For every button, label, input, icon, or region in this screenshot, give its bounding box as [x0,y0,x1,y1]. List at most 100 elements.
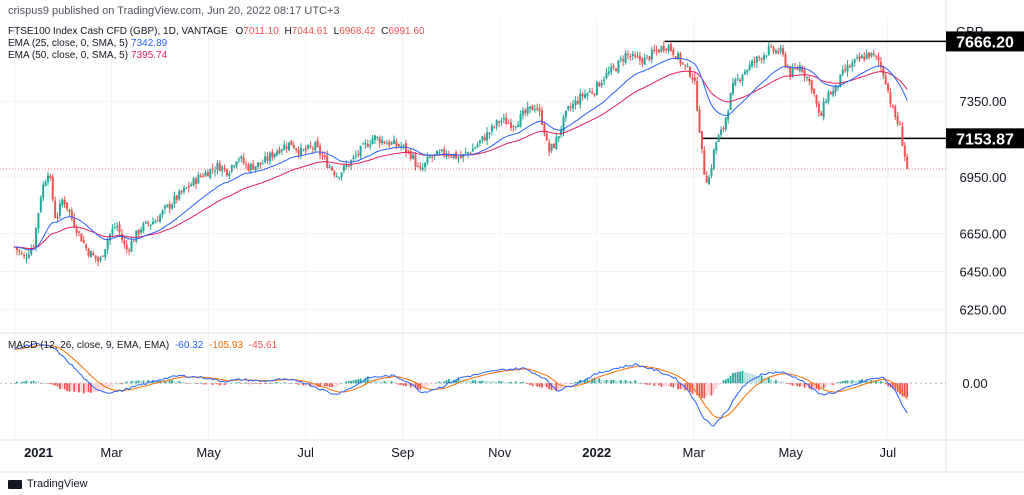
candle-body [311,147,314,149]
candle-body [419,166,422,169]
candle-body [159,214,162,223]
macd-histogram-bar [641,382,644,384]
candle-body [400,146,403,148]
macd-histogram-bar [321,383,324,386]
candle-body [393,139,396,144]
candle-body [185,187,188,189]
candle-body [669,43,672,51]
macd-histogram-bar [400,383,403,386]
candle-body [85,244,88,249]
macd-histogram-bar [479,380,481,384]
candle-body [113,227,116,229]
macd-histogram-bar [214,383,216,384]
macd-histogram-bar [352,380,355,384]
candle-body [555,137,558,150]
macd-histogram-bar [233,382,236,384]
macd-histogram-bar [522,381,524,384]
macd-histogram-bar [333,383,336,387]
candle-body [607,71,610,74]
macd-histogram-bar [741,370,744,384]
candle-body [462,154,465,158]
macd-histogram-bar [366,377,369,384]
candle-body [183,187,186,192]
candle-body [626,53,629,55]
candle-body [774,50,777,54]
macd-histogram-bar [407,383,410,386]
candle-body [531,105,534,111]
macd-histogram-bar [758,376,761,384]
macd-histogram-bar [73,383,76,392]
candle-body [261,163,264,165]
macd-histogram-bar [211,383,214,385]
macd-histogram-bar [784,382,787,384]
macd-histogram-bar [192,382,195,384]
macd-histogram-bar [295,383,298,384]
macd-histogram-bar [865,379,868,384]
candle-body [273,153,276,158]
level-label-box [946,128,1024,149]
macd-histogram-bar [650,383,653,384]
macd-histogram-bar [424,383,426,388]
open-value: 7011.10 [243,26,279,37]
candle-body [595,81,598,95]
macd-histogram-bar [35,381,37,384]
macd-histogram-bar [672,383,675,388]
price-tick-label: 6650.00 [960,227,1007,242]
candle-body [641,58,644,64]
candle-body [760,58,763,60]
macd-histogram-bar [765,378,768,384]
macd-histogram-bar [44,383,47,384]
candle-body [693,77,696,81]
macd-histogram-bar [837,382,839,384]
macd-histogram-bar [25,380,28,384]
axes: 7350.00 6950.00 6650.00 6450.00 6250.00 0.00 2… [24,94,1006,460]
macd-histogram-bar [135,380,138,384]
candle-body [615,68,618,72]
macd-histogram-bar [655,383,658,385]
candle-body [576,100,579,104]
macd-histogram-bar [168,380,171,384]
macd-histogram-bar [712,383,715,394]
candle-body [762,55,765,60]
candle-body [844,69,847,71]
candle-body [180,190,183,193]
candle-body [283,144,286,150]
macd-histogram-bar [619,380,622,384]
candle-body [211,168,214,170]
candle-body [97,257,100,262]
candle-body [99,257,102,261]
macd-lines [14,342,908,427]
candle-body [116,226,119,228]
macd-histogram-bar [156,380,159,384]
candle-body [860,55,863,59]
macd-histogram-bar [257,383,259,384]
tradingview-logo-icon [8,479,22,489]
candle-body [128,250,131,252]
macd-histogram-bar [596,379,598,384]
macd-histogram-bar [724,379,727,384]
macd-histogram-bar [37,381,40,384]
macd-histogram-bar [514,381,517,384]
candle-body [674,56,677,60]
candle-body [288,142,291,151]
macd-histogram-bar [443,381,446,384]
footer: TradingView [8,478,88,490]
macd-histogram-bar [529,383,531,385]
candle-body [583,94,586,98]
macd-histogram-bar [302,383,305,386]
candle-body [586,93,589,97]
candle-body [104,249,107,258]
candle-body [567,106,570,110]
candle-body [751,61,754,66]
macd-histogram-bar [230,382,233,384]
macd-histogram-bar [815,383,818,390]
candle-body [474,147,477,149]
candle-body [662,45,665,51]
candle-body [481,136,484,141]
candle-body [882,66,885,76]
macd-histogram-bar [770,379,773,384]
candle-body [591,92,594,94]
candle-body [51,176,54,200]
candle-body [27,254,30,259]
macd-histogram-bar [343,383,345,384]
